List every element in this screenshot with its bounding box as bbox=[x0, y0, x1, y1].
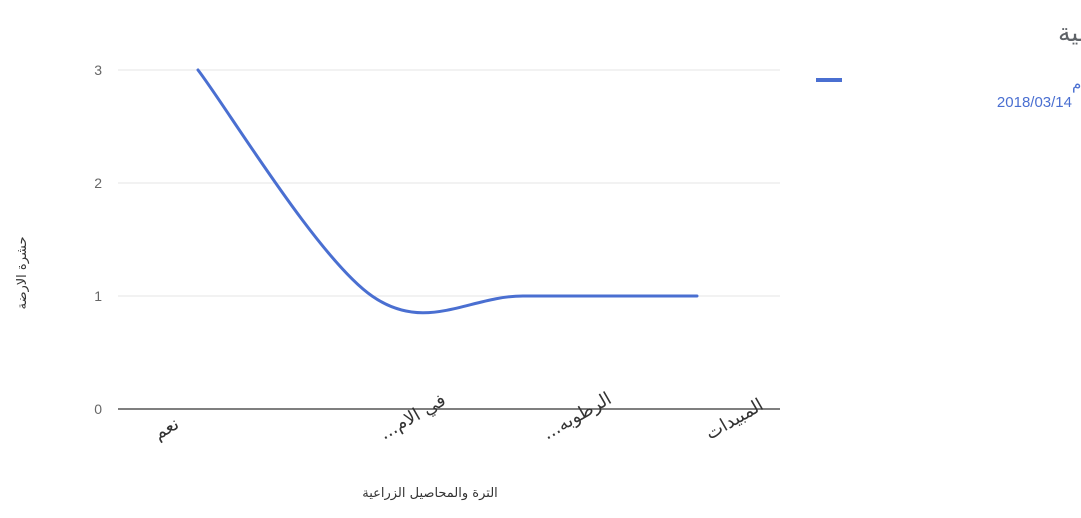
y-tick-labels: 3 2 1 0 bbox=[94, 62, 102, 417]
x-category-label-1: في الام... bbox=[376, 390, 450, 445]
x-category-labels: نعم في الام... الرطوبه... المبيدات bbox=[150, 388, 767, 444]
x-axis-title: الترة والمحاصيل الزراعية bbox=[362, 486, 498, 501]
y-tick-label-2: 2 bbox=[94, 175, 102, 191]
legend: 8:26:17 م 2018/03/14 bbox=[816, 76, 1081, 111]
y-axis-title: حشرة الارضة bbox=[15, 236, 30, 309]
legend-label-date: 2018/03/14 bbox=[997, 94, 1072, 111]
x-category-label-3: المبيدات bbox=[702, 395, 767, 445]
y-tick-label-1: 1 bbox=[94, 288, 102, 304]
x-category-label-2: الرطوبه... bbox=[539, 388, 615, 444]
series-line bbox=[196, 68, 699, 315]
y-tick-label-0: 0 bbox=[94, 401, 102, 417]
x-category-label-0: نعم bbox=[150, 413, 183, 444]
gridlines bbox=[118, 69, 780, 297]
y-tick-label-3: 3 bbox=[94, 62, 102, 78]
chart-title: حشرة الارض وعلاقتها بتلف الترب وتدمر الم… bbox=[1058, 18, 1081, 48]
legend-label-time: 8:26:17 م bbox=[1072, 76, 1081, 93]
